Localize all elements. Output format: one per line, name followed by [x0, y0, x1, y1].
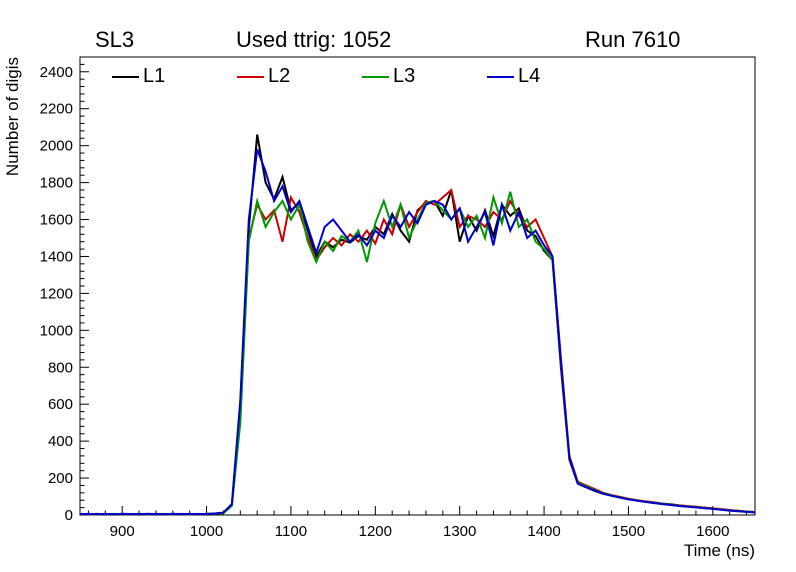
legend-line-icon [487, 75, 514, 78]
legend-line-icon [237, 75, 264, 78]
svg-text:1800: 1800 [40, 175, 73, 192]
svg-text:1200: 1200 [40, 285, 73, 302]
legend-entry-L1: L1 [112, 65, 237, 88]
svg-text:1600: 1600 [696, 523, 729, 540]
svg-text:1000: 1000 [40, 322, 73, 339]
legend-entry-L2: L2 [237, 65, 362, 88]
legend-label: L2 [268, 65, 291, 87]
svg-text:1500: 1500 [612, 523, 645, 540]
svg-text:2200: 2200 [40, 101, 73, 118]
svg-text:1300: 1300 [443, 523, 476, 540]
svg-text:1600: 1600 [40, 212, 73, 229]
legend-line-icon [112, 75, 139, 78]
legend-label: L4 [518, 65, 541, 87]
legend-label: L1 [143, 65, 166, 87]
legend-entry-L3: L3 [362, 65, 487, 88]
svg-text:0: 0 [65, 507, 73, 524]
svg-text:600: 600 [48, 396, 73, 413]
svg-text:2000: 2000 [40, 138, 73, 155]
legend-label: L3 [393, 65, 416, 87]
svg-text:800: 800 [48, 359, 73, 376]
svg-text:1100: 1100 [275, 523, 307, 540]
ttrig-label: Used ttrig: 1052 [236, 27, 392, 52]
svg-text:1400: 1400 [40, 248, 73, 265]
legend: L1 L2 L3 L4 [112, 65, 612, 88]
superlayer-label: SL3 [95, 27, 135, 52]
legend-entry-L4: L4 [487, 65, 612, 88]
legend-line-icon [362, 75, 389, 78]
svg-text:900: 900 [110, 523, 135, 540]
svg-text:200: 200 [48, 470, 73, 487]
svg-text:Number of digis: Number of digis [3, 57, 22, 176]
svg-text:400: 400 [48, 433, 73, 450]
svg-text:2400: 2400 [40, 64, 73, 81]
run-label: Run 7610 [585, 27, 681, 52]
svg-text:1000: 1000 [190, 523, 223, 540]
svg-text:1200: 1200 [359, 523, 392, 540]
svg-text:Time (ns): Time (ns) [684, 541, 755, 560]
svg-text:1400: 1400 [527, 523, 560, 540]
